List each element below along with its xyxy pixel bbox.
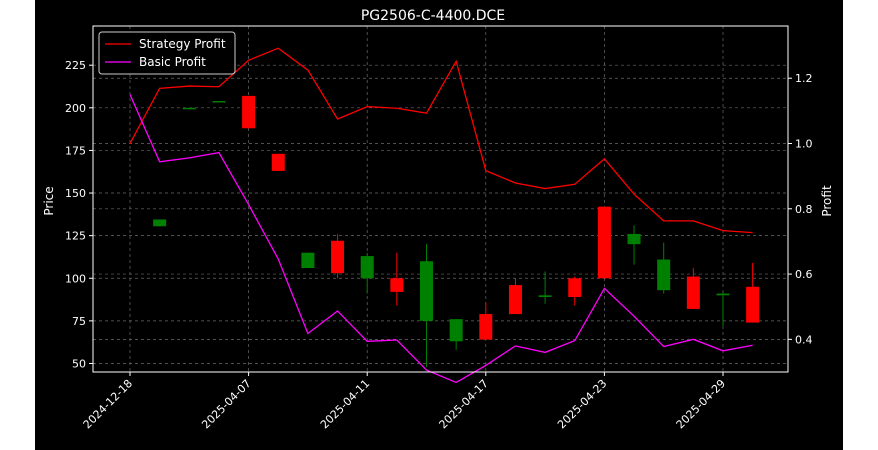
y-tick-label: 50 [72,357,86,370]
y-tick-label: 75 [72,315,86,328]
y-tick-label: 175 [65,144,86,157]
y-tick-label: 150 [65,187,86,200]
candle-body [657,259,671,291]
legend-label-strategy: Strategy Profit [139,37,226,51]
candle-body [331,240,345,274]
candle-body [686,276,700,309]
candles [153,95,760,367]
x-tick-label: 2025-04-17 [437,377,491,431]
plot-border [92,25,789,373]
y-axis-ticks: 50 75 100 125 150 175 200 225 [65,59,93,370]
series-line [129,94,753,384]
y2-tick-label: 0.6 [795,268,813,281]
y-tick-label: 200 [65,102,86,115]
candle-body [182,107,196,110]
y-tick-label: 225 [65,59,86,72]
x-tick-label: 2025-04-11 [318,377,372,431]
y2-tick-label: 0.8 [795,203,813,216]
chart-title: PG2506-C-4400.DCE [361,8,505,24]
candle-body [360,256,374,279]
y2-axis-ticks: 0.4 0.6 0.8 1.0 1.2 [788,72,813,346]
candle-body [301,252,315,269]
x-tick-label: 2024-12-18 [81,377,135,431]
candle-body [449,319,463,342]
y2-tick-label: 1.0 [795,138,813,151]
x-tick-label: 2025-04-07 [199,377,253,431]
x-axis-ticks: 2024-12-18 2025-04-07 2025-04-11 2025-04-17… [81,372,728,431]
candle-body [508,285,522,315]
grid-lines [93,26,788,372]
y2-axis-label: Profit [820,185,834,217]
candle-body [627,233,641,245]
legend-label-basic: Basic Profit [139,55,206,69]
y2-tick-label: 1.2 [795,72,813,85]
candle-body [597,206,611,279]
chart-frame: 50 75 100 125 150 175 200 225 0.4 0.6 0.8 1.0 1.2 2… [35,0,843,450]
legend-box [98,31,236,75]
candle-body [420,261,433,321]
candle-body [271,153,285,171]
candle-body [568,278,582,298]
y-tick-label: 100 [65,272,86,285]
candle-body [153,219,167,227]
candle-body [538,295,552,298]
candle-body [242,95,256,129]
y-axis-label: Price [42,186,56,215]
candle-body [716,293,730,296]
candlestick-chart: 50 75 100 125 150 175 200 225 0.4 0.6 0.8 1.0 1.2 2… [42,8,834,431]
candle-body [479,314,493,340]
candle-body [390,278,404,292]
profit-lines [129,47,753,384]
x-tick-label: 2025-04-29 [674,377,728,431]
x-tick-label: 2025-04-23 [555,377,609,431]
y2-tick-label: 0.4 [795,333,813,346]
candle-body [746,286,760,323]
candle-body [212,100,226,103]
y-tick-label: 125 [65,230,86,243]
series-line [129,47,753,234]
legend: Strategy Profit Basic Profit [98,31,236,75]
